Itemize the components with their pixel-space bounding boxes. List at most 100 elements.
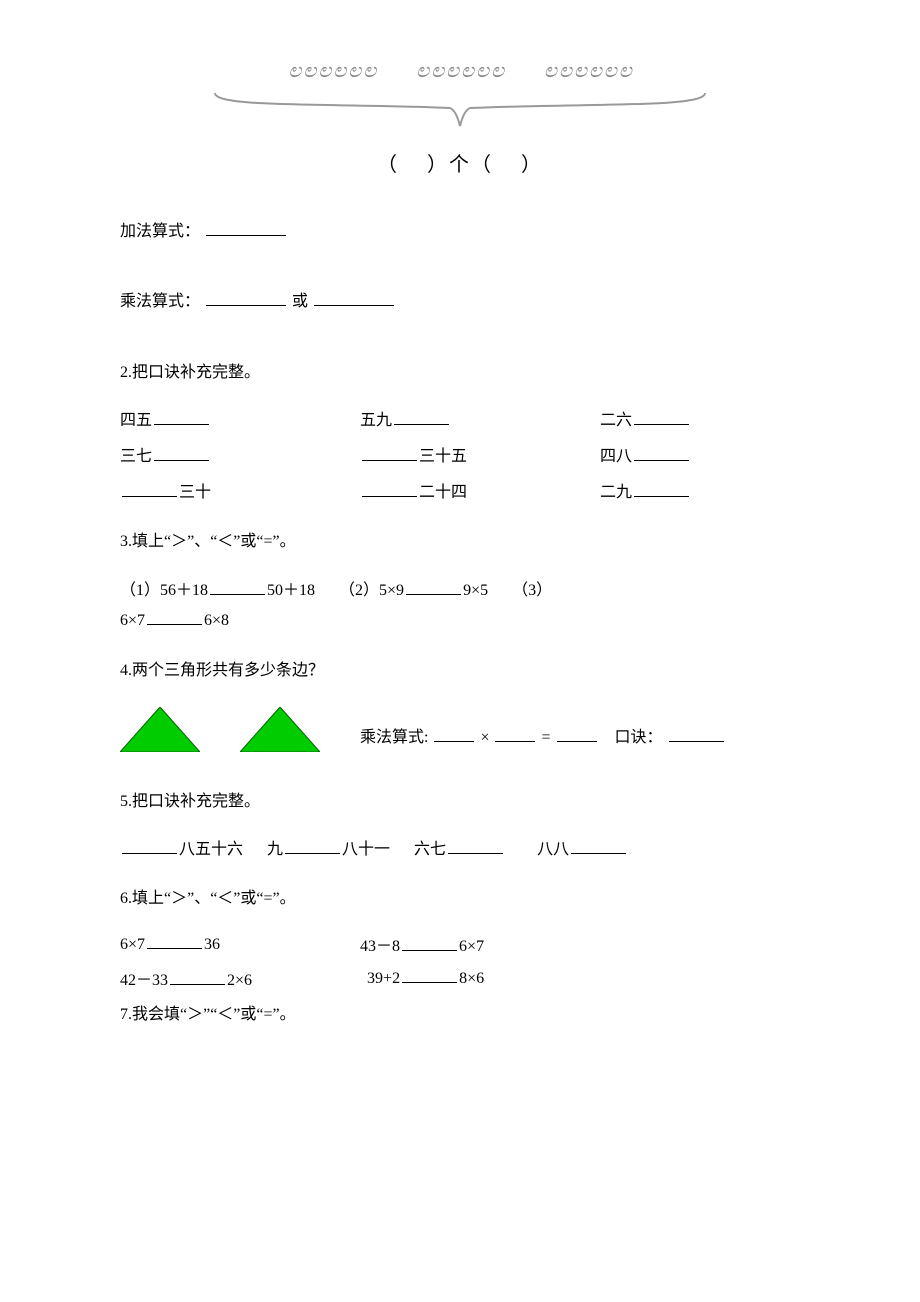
duck-icon: ಲ	[461, 60, 474, 83]
q1-mult-line: 乘法算式： 或	[120, 287, 800, 317]
q3-blank[interactable]	[210, 578, 265, 595]
duck-icon: ಲ	[333, 60, 346, 83]
q3-p3-a: 6×7	[120, 612, 145, 629]
duck-icon: ಲ	[619, 60, 632, 83]
q2-item: 二六	[600, 412, 632, 429]
triangle-icon	[120, 707, 200, 752]
q4-blank[interactable]	[495, 725, 535, 742]
duck-icon: ಲ	[363, 60, 376, 83]
q3-blank[interactable]	[406, 578, 461, 595]
duck-icon: ಲ	[589, 60, 602, 83]
or-text: 或	[292, 293, 308, 310]
duck-icon: ಲ	[476, 60, 489, 83]
paren-mid: ）个（	[427, 154, 493, 176]
q3-blank[interactable]	[147, 608, 202, 625]
mult-label: 乘法算式：	[120, 293, 200, 310]
addition-label: 加法算式：	[120, 223, 200, 240]
q6-blank[interactable]	[147, 932, 202, 949]
q4-triangles: 乘法算式: × = 口诀：	[120, 707, 800, 757]
triangle-2	[240, 707, 320, 757]
duck-icon: ಲ	[348, 60, 361, 83]
q3-title: 3.填上“＞”、“＜”或“=”。	[120, 527, 800, 557]
q2-blank[interactable]	[122, 480, 177, 497]
q5-b-pre: 九	[267, 841, 283, 858]
q3-p1-a: （1）56＋18	[120, 582, 208, 599]
triangle-1	[120, 707, 200, 757]
q5-d: 八八	[537, 841, 569, 858]
times-sign: ×	[480, 729, 489, 746]
q3-p2-a: （2）5×9	[339, 582, 404, 599]
q7-title: 7.我会填“＞”“＜”或“=”。	[120, 1000, 800, 1030]
duck-group-2: ಲ ಲ ಲ ಲ ಲ ಲ	[416, 60, 504, 83]
duck-icon: ಲ	[416, 60, 429, 83]
q4-koujue-blank[interactable]	[669, 725, 724, 742]
eq-sign: =	[541, 729, 550, 746]
q2-blank[interactable]	[154, 408, 209, 425]
q4-text: 乘法算式: × = 口诀：	[360, 723, 800, 757]
q5-blank[interactable]	[571, 837, 626, 854]
mult-blank-1[interactable]	[206, 289, 286, 306]
q4-prefix: 乘法算式:	[360, 729, 428, 746]
q5-a: 八五十六	[179, 841, 243, 858]
duck-group-3: ಲ ಲ ಲ ಲ ಲ ಲ	[544, 60, 632, 83]
q5-body: 八五十六 九 八十一 六七 八八	[120, 835, 800, 865]
q5-blank[interactable]	[285, 837, 340, 854]
q2-row-3: 三十 二十四 二九	[120, 478, 800, 502]
duck-row: ಲ ಲ ಲ ಲ ಲ ಲ ಲ ಲ ಲ ಲ ಲ ಲ ಲ ಲ ಲ ಲ ಲ ಲ	[120, 60, 800, 83]
q2-item: 三七	[120, 448, 152, 465]
q6-title: 6.填上“＞”、“＜”或“=”。	[120, 884, 800, 914]
q5-blank[interactable]	[122, 837, 177, 854]
q2-row-1: 四五 五九 二六	[120, 406, 800, 430]
q6-row-2: 42－332×6 39+28×6	[120, 966, 800, 990]
triangle-icon	[240, 707, 320, 752]
duck-icon: ಲ	[303, 60, 316, 83]
q6-row-1: 6×736 43－86×7	[120, 932, 800, 956]
q3-p1-b: 50＋18	[267, 582, 315, 599]
brace-icon	[210, 88, 710, 128]
q4-blank[interactable]	[557, 725, 597, 742]
duck-icon: ಲ	[318, 60, 331, 83]
duck-icon: ಲ	[491, 60, 504, 83]
q6-blank[interactable]	[402, 934, 457, 951]
q6-blank[interactable]	[402, 966, 457, 983]
q2-blank[interactable]	[634, 480, 689, 497]
duck-icon: ಲ	[574, 60, 587, 83]
duck-icon: ಲ	[604, 60, 617, 83]
mult-blank-2[interactable]	[314, 289, 394, 306]
q2-row-2: 三七 三十五 四八	[120, 442, 800, 466]
brace-label: （ ）个（ ）	[120, 148, 800, 177]
q6-right: 2×6	[227, 972, 252, 989]
q2-blank[interactable]	[394, 408, 449, 425]
q5-b-suf: 八十一	[342, 841, 390, 858]
duck-icon: ಲ	[544, 60, 557, 83]
q6-left: 6×7	[120, 936, 145, 953]
q3-p3-b: 6×8	[204, 612, 229, 629]
q2-item: 五九	[360, 412, 392, 429]
q2-item: 二十四	[419, 484, 467, 501]
q2-item: 三十五	[419, 448, 467, 465]
duck-icon: ಲ	[288, 60, 301, 83]
q3-p2-b: 9×5	[463, 582, 488, 599]
q6-left: 42－33	[120, 972, 168, 989]
q4-blank[interactable]	[434, 725, 474, 742]
q3-body: （1）56＋18 50＋18 （2）5×9 9×5 （3） 6×7 6×8	[120, 576, 800, 637]
q6-right: 36	[204, 936, 220, 953]
q2-blank[interactable]	[154, 444, 209, 461]
q4-title: 4.两个三角形共有多少条边？	[120, 656, 800, 686]
q6-blank[interactable]	[170, 968, 225, 985]
duck-icon: ಲ	[446, 60, 459, 83]
q5-c: 六七	[414, 841, 446, 858]
brace-wrap	[210, 88, 710, 128]
q3-p3-label: （3）	[512, 582, 552, 599]
q2-blank[interactable]	[362, 480, 417, 497]
addition-blank[interactable]	[206, 219, 286, 236]
q5-blank[interactable]	[448, 837, 503, 854]
q2-blank[interactable]	[634, 444, 689, 461]
worksheet-page: ಲ ಲ ಲ ಲ ಲ ಲ ಲ ಲ ಲ ಲ ಲ ಲ ಲ ಲ ಲ ಲ ಲ ಲ	[0, 0, 920, 1108]
q2-blank[interactable]	[362, 444, 417, 461]
q2-item: 二九	[600, 484, 632, 501]
q6-left: 43－8	[360, 938, 400, 955]
q2-item: 四五	[120, 412, 152, 429]
q2-blank[interactable]	[634, 408, 689, 425]
q2-item: 三十	[179, 484, 211, 501]
